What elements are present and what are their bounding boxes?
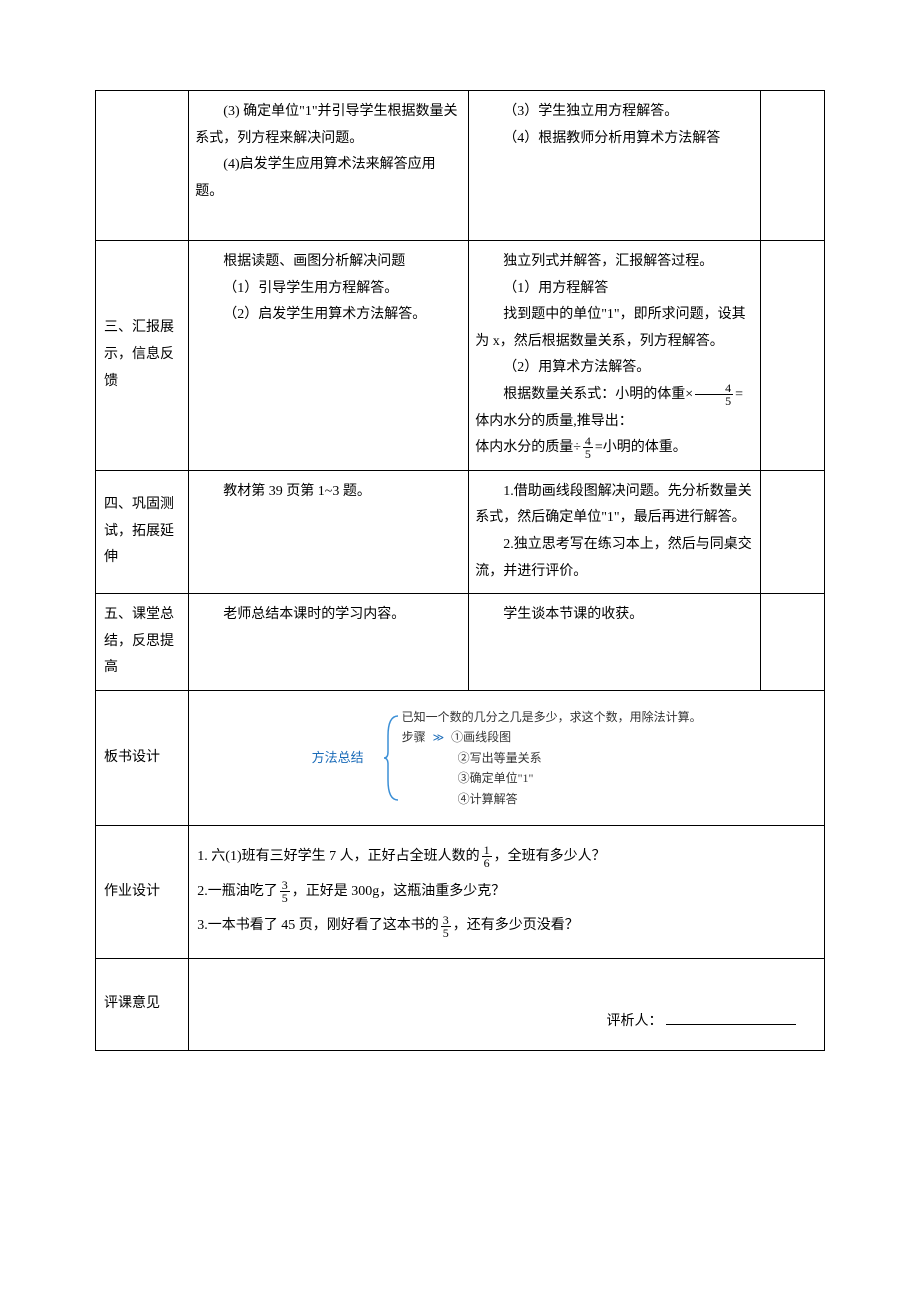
bracket-line: ③确定单位"1": [402, 768, 702, 788]
row-label-cell: 三、汇报展示，信息反馈: [96, 240, 189, 470]
table-row: 三、汇报展示，信息反馈 根据读题、画图分析解决问题 （1）引导学生用方程解答。 …: [96, 240, 825, 470]
bracket-line: 步骤 ≫ ①画线段图: [402, 727, 702, 748]
hw-question: 2.一瓶油吃了35，正好是 300g，这瓶油重多少克？: [197, 879, 816, 906]
extra-cell: [760, 470, 824, 593]
row-label-cell: 评课意见: [96, 958, 189, 1050]
cell-text: 老师总结本课时的学习内容。: [195, 602, 462, 629]
row-label-cell: 板书设计: [96, 690, 189, 825]
row-label: 三、汇报展示，信息反馈: [104, 320, 174, 388]
extra-cell: [760, 240, 824, 470]
row-label-cell: 五、课堂总结，反思提高: [96, 594, 189, 691]
row-label: 五、课堂总结，反思提高: [104, 607, 174, 675]
fraction: 16: [482, 844, 492, 869]
cell-text: 找到题中的单位"1"，即所求问题，设其为 x，然后根据数量关系，列方程解答。: [475, 302, 754, 355]
student-cell: 独立列式并解答，汇报解答过程。 （1）用方程解答 找到题中的单位"1"，即所求问…: [469, 240, 761, 470]
homework-cell: 1. 六(1)班有三好学生 7 人，正好占全班人数的16，全班有多少人？ 2.一…: [189, 826, 825, 959]
cell-text: （3）学生独立用方程解答。: [475, 99, 754, 126]
hw-question: 3.一本书看了 45 页，刚好看了这本书的35，还有多少页没看？: [197, 913, 816, 940]
hw-question: 1. 六(1)班有三好学生 7 人，正好占全班人数的16，全班有多少人？: [197, 844, 816, 871]
cell-text: 学生谈本节课的收获。: [475, 602, 754, 629]
cell-text: 1.借助画线段图解决问题。先分析数量关系式，然后确定单位"1"，最后再进行解答。: [475, 479, 754, 532]
cell-text: (4)启发学生应用算术法来解答应用题。: [195, 152, 462, 205]
row-label: 评课意见: [104, 996, 160, 1011]
student-cell: 学生谈本节课的收获。: [469, 594, 761, 691]
cell-text: （1）引导学生用方程解答。: [195, 276, 462, 303]
row-label: 板书设计: [104, 750, 160, 765]
extra-cell: [760, 91, 824, 241]
table-row: 五、课堂总结，反思提高 老师总结本课时的学习内容。 学生谈本节课的收获。: [96, 594, 825, 691]
teacher-cell: 教材第 39 页第 1~3 题。: [189, 470, 469, 593]
reviewer-line: 评析人：: [197, 969, 816, 1040]
evaluation-cell: 评析人：: [189, 958, 825, 1050]
lesson-plan-table: (3) 确定单位"1"并引导学生根据数量关系式，列方程来解决问题。 (4)启发学…: [95, 90, 825, 1051]
teacher-cell: 根据读题、画图分析解决问题 （1）引导学生用方程解答。 （2）启发学生用算术方法…: [189, 240, 469, 470]
fraction: 45: [695, 382, 733, 407]
cell-text: 体内水分的质量÷45=小明的体重。: [475, 435, 754, 462]
fraction: 35: [441, 914, 451, 939]
cell-text: （2）用算术方法解答。: [475, 355, 754, 382]
arrow-icon: ≫: [433, 732, 445, 744]
table-row: 作业设计 1. 六(1)班有三好学生 7 人，正好占全班人数的16，全班有多少人…: [96, 826, 825, 959]
table-row: 评课意见 评析人：: [96, 958, 825, 1050]
bracket-line: ②写出等量关系: [402, 748, 702, 768]
cell-text: 教材第 39 页第 1~3 题。: [195, 479, 462, 506]
student-cell: 1.借助画线段图解决问题。先分析数量关系式，然后确定单位"1"，最后再进行解答。…: [469, 470, 761, 593]
cell-text: 根据数量关系式：小明的体重×45=体内水分的质量,推导出：: [475, 382, 754, 435]
bracket-diagram: 方法总结 已知一个数的几分之几是多少，求这个数，用除法计算。 步骤 ≫ ①画线段…: [197, 701, 816, 815]
student-cell: （3）学生独立用方程解答。 （4）根据教师分析用算术方法解答: [469, 91, 761, 241]
row-label-cell: 作业设计: [96, 826, 189, 959]
extra-cell: [760, 594, 824, 691]
teacher-cell: (3) 确定单位"1"并引导学生根据数量关系式，列方程来解决问题。 (4)启发学…: [189, 91, 469, 241]
bracket-content: 已知一个数的几分之几是多少，求这个数，用除法计算。 步骤 ≫ ①画线段图 ②写出…: [402, 707, 702, 809]
reviewer-blank: [666, 1011, 796, 1025]
bracket-icon: [382, 714, 402, 802]
board-design-cell: 方法总结 已知一个数的几分之几是多少，求这个数，用除法计算。 步骤 ≫ ①画线段…: [189, 690, 825, 825]
table-row: (3) 确定单位"1"并引导学生根据数量关系式，列方程来解决问题。 (4)启发学…: [96, 91, 825, 241]
fraction: 45: [583, 435, 593, 460]
cell-text: （2）启发学生用算术方法解答。: [195, 302, 462, 329]
row-label: 四、巩固测试，拓展延伸: [104, 497, 174, 565]
row-label-cell: 四、巩固测试，拓展延伸: [96, 470, 189, 593]
bracket-line: ④计算解答: [402, 789, 702, 809]
method-label: 方法总结: [312, 746, 364, 771]
row-label-cell: [96, 91, 189, 241]
teacher-cell: 老师总结本课时的学习内容。: [189, 594, 469, 691]
row-label: 作业设计: [104, 884, 160, 899]
cell-text: 2.独立思考写在练习本上，然后与同桌交流，并进行评价。: [475, 532, 754, 585]
cell-text: （1）用方程解答: [475, 276, 754, 303]
table-row: 板书设计 方法总结 已知一个数的几分之几是多少，求这个数，用除法计算。 步骤 ≫…: [96, 690, 825, 825]
cell-text: （4）根据教师分析用算术方法解答: [475, 126, 754, 153]
cell-text: 独立列式并解答，汇报解答过程。: [475, 249, 754, 276]
cell-text: (3) 确定单位"1"并引导学生根据数量关系式，列方程来解决问题。: [195, 99, 462, 152]
table-row: 四、巩固测试，拓展延伸 教材第 39 页第 1~3 题。 1.借助画线段图解决问…: [96, 470, 825, 593]
bracket-line: 已知一个数的几分之几是多少，求这个数，用除法计算。: [402, 707, 702, 727]
cell-text: 根据读题、画图分析解决问题: [195, 249, 462, 276]
fraction: 35: [280, 879, 290, 904]
